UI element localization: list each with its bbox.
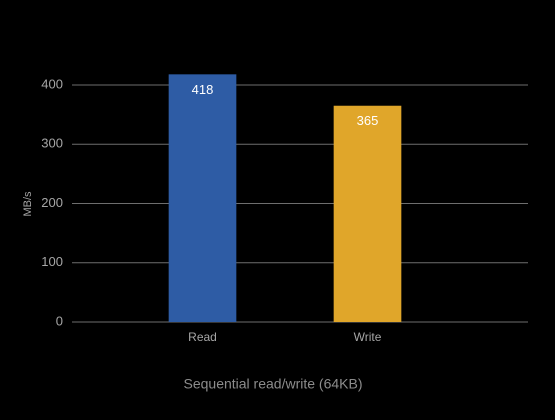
- bar: [333, 105, 402, 322]
- data-label: 418: [192, 82, 214, 97]
- y-tick-label: 200: [41, 195, 63, 210]
- y-tick-label: 400: [41, 76, 63, 91]
- x-axis-title: Sequential read/write (64KB): [184, 376, 363, 392]
- y-tick-label: 0: [56, 313, 63, 328]
- y-axis-title: MB/s: [22, 191, 34, 217]
- y-tick-label: 100: [41, 254, 63, 269]
- data-label: 365: [357, 113, 379, 128]
- y-tick-label: 300: [41, 136, 63, 151]
- x-tick-label: Read: [188, 330, 217, 344]
- x-tick-label: Write: [354, 330, 382, 344]
- bar: [168, 74, 237, 323]
